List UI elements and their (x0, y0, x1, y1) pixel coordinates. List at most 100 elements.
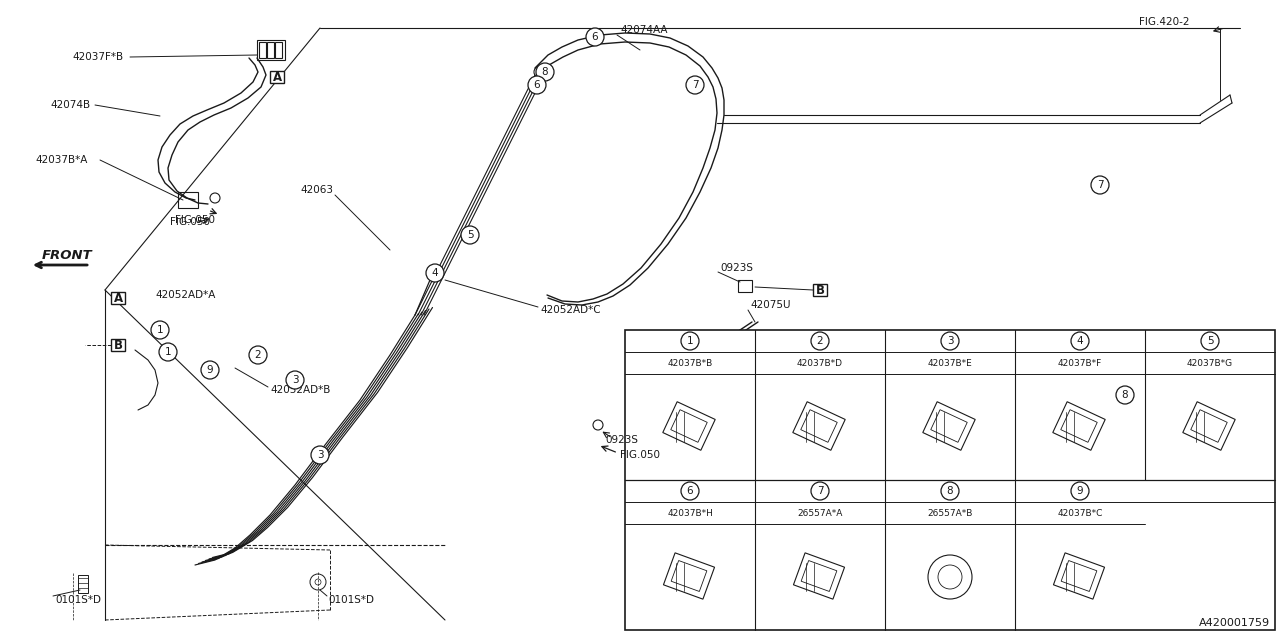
Circle shape (534, 66, 547, 78)
Circle shape (941, 332, 959, 350)
Text: 4: 4 (1076, 336, 1083, 346)
Text: A420001759: A420001759 (1199, 618, 1270, 628)
Circle shape (285, 371, 305, 389)
Bar (111, 292, 125, 304)
Bar (259, 42, 266, 58)
Circle shape (1071, 332, 1089, 350)
Text: 0101S*D: 0101S*D (55, 595, 101, 605)
Bar (1190, 410, 1228, 442)
Text: 8: 8 (541, 67, 548, 77)
Text: 26557A*B: 26557A*B (927, 509, 973, 518)
Circle shape (426, 264, 444, 282)
Bar (923, 402, 975, 451)
Text: FIG.050: FIG.050 (175, 215, 215, 225)
Circle shape (812, 332, 829, 350)
Text: B: B (815, 284, 824, 296)
Text: 42052AD*C: 42052AD*C (540, 305, 600, 315)
Circle shape (1116, 386, 1134, 404)
Text: 42075U: 42075U (750, 300, 791, 310)
Bar (813, 284, 827, 296)
Text: 1: 1 (686, 336, 694, 346)
Bar (671, 561, 707, 591)
Bar (931, 410, 968, 442)
Text: 1: 1 (156, 325, 164, 335)
Text: FIG.050: FIG.050 (620, 450, 660, 460)
Text: 42037B*A: 42037B*A (35, 155, 87, 165)
Circle shape (250, 346, 268, 364)
Bar (739, 280, 753, 292)
Bar (625, 330, 1275, 630)
Circle shape (529, 76, 547, 94)
Bar (111, 339, 125, 351)
Text: 42052AD*B: 42052AD*B (270, 385, 330, 395)
Circle shape (151, 321, 169, 339)
Text: 8: 8 (947, 486, 954, 496)
Circle shape (159, 343, 177, 361)
Text: 5: 5 (1207, 336, 1213, 346)
Text: A: A (114, 291, 123, 305)
Bar (1183, 402, 1235, 451)
Text: FRONT: FRONT (42, 248, 92, 262)
Bar (663, 553, 714, 599)
Bar (801, 410, 837, 442)
Text: 6: 6 (686, 486, 694, 496)
Text: 26557A*A: 26557A*A (797, 509, 842, 518)
Text: 6: 6 (591, 32, 598, 42)
Circle shape (201, 361, 219, 379)
Text: 42037F*B: 42037F*B (72, 52, 123, 62)
Text: 0101S*D: 0101S*D (328, 595, 374, 605)
Text: A: A (273, 70, 282, 83)
Bar (801, 561, 837, 591)
Text: 42037B*D: 42037B*D (797, 358, 844, 367)
Bar (275, 42, 282, 58)
Text: 3: 3 (947, 336, 954, 346)
Text: 3: 3 (316, 450, 324, 460)
Circle shape (1091, 176, 1108, 194)
Text: 0923S: 0923S (605, 435, 637, 445)
Circle shape (586, 28, 604, 46)
Bar (1052, 402, 1105, 451)
Text: B: B (114, 339, 123, 351)
Text: 42037B*H: 42037B*H (667, 509, 713, 518)
Text: 42037B*B: 42037B*B (667, 358, 713, 367)
Text: 4: 4 (431, 268, 438, 278)
Text: 0923S: 0923S (721, 263, 753, 273)
Text: FIG.050: FIG.050 (170, 217, 210, 227)
Bar (671, 410, 708, 442)
Text: 42063: 42063 (300, 185, 333, 195)
Text: 6: 6 (534, 80, 540, 90)
Text: 8: 8 (1121, 390, 1128, 400)
Text: 42074B: 42074B (50, 100, 90, 110)
Text: 9: 9 (1076, 486, 1083, 496)
Bar (663, 402, 716, 451)
Text: 42037B*E: 42037B*E (928, 358, 973, 367)
Bar (178, 192, 198, 208)
Text: 42037B*F: 42037B*F (1057, 358, 1102, 367)
Text: 42037B*C: 42037B*C (1057, 509, 1102, 518)
Text: 5: 5 (467, 230, 474, 240)
Text: 1: 1 (165, 347, 172, 357)
Circle shape (681, 332, 699, 350)
Circle shape (681, 482, 699, 500)
Text: 3: 3 (292, 375, 298, 385)
Text: 7: 7 (1097, 180, 1103, 190)
Bar (792, 402, 845, 451)
Bar (78, 575, 88, 593)
Text: 42074AA: 42074AA (620, 25, 667, 35)
Text: 7: 7 (691, 80, 699, 90)
Circle shape (1071, 482, 1089, 500)
Bar (1061, 410, 1097, 442)
Circle shape (941, 482, 959, 500)
Text: 42052AD*A: 42052AD*A (155, 290, 215, 300)
Circle shape (461, 226, 479, 244)
Circle shape (686, 76, 704, 94)
Circle shape (1201, 332, 1219, 350)
Bar (794, 553, 845, 599)
Text: 2: 2 (255, 350, 261, 360)
Text: 2: 2 (817, 336, 823, 346)
Text: 7: 7 (817, 486, 823, 496)
Circle shape (812, 482, 829, 500)
Bar (270, 71, 284, 83)
Text: FIG.420-2: FIG.420-2 (1139, 17, 1190, 27)
Bar (268, 42, 274, 58)
